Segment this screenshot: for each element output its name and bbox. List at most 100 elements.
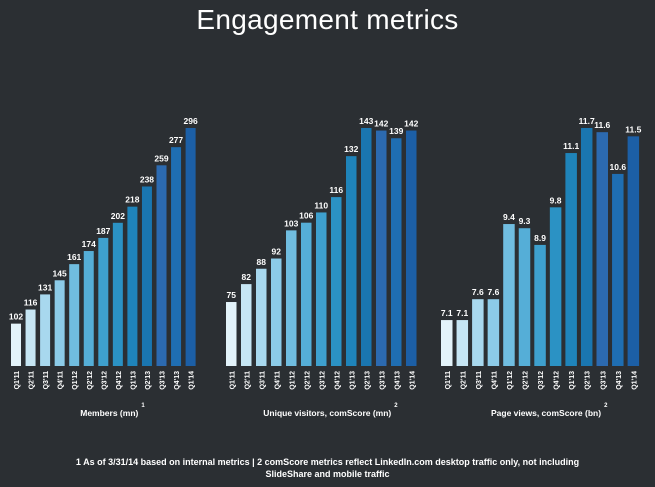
value-label-1-9: 218 <box>125 195 139 205</box>
bar-2-11 <box>376 130 387 366</box>
value-label-1-10: 238 <box>140 174 154 184</box>
tick-label-1-2: Q2'11 <box>29 371 36 390</box>
bar-1-7 <box>98 237 109 366</box>
footnote-ref-1: 1 <box>141 403 145 409</box>
tick-label-3-8: Q4'12 <box>554 371 561 390</box>
value-label-3-6: 9.3 <box>519 216 531 226</box>
tick-label-2-3: Q3'11 <box>259 371 266 390</box>
value-label-1-7: 187 <box>96 226 110 236</box>
footnote-ref-2: 2 <box>394 403 398 409</box>
tick-label-1-5: Q1'12 <box>72 371 79 390</box>
bar-1-13 <box>185 128 196 366</box>
bar-3-8 <box>549 207 562 366</box>
bar-3-2 <box>456 320 469 366</box>
tick-label-2-6: Q2'12 <box>304 371 311 390</box>
bar-2-12 <box>391 138 402 366</box>
tick-label-2-1: Q1'11 <box>229 371 236 390</box>
bar-3-3 <box>472 299 484 366</box>
value-label-2-12: 139 <box>389 126 403 136</box>
tick-label-2-2: Q2'11 <box>244 371 251 390</box>
value-label-1-3: 131 <box>38 282 52 292</box>
bar-1-5 <box>69 264 80 366</box>
value-label-3-8: 9.8 <box>550 195 562 205</box>
tick-label-3-9: Q1'13 <box>569 371 576 390</box>
tick-label-2-12: Q4'13 <box>394 371 401 390</box>
value-label-2-9: 132 <box>344 144 358 154</box>
bar-3-4 <box>487 299 500 366</box>
value-label-3-3: 7.6 <box>472 287 484 297</box>
footnote-line-2: SlideShare and mobile traffic <box>265 469 390 479</box>
tick-label-1-10: Q2'13 <box>145 371 152 390</box>
tick-label-3-11: Q3'13 <box>600 371 607 390</box>
tick-label-1-3: Q3'11 <box>43 371 50 390</box>
bar-2-2 <box>241 284 252 366</box>
bar-2-5 <box>286 230 297 366</box>
tick-label-1-9: Q1'13 <box>130 371 137 390</box>
value-label-1-12: 277 <box>169 135 183 145</box>
tick-label-3-5: Q1'12 <box>507 371 514 390</box>
bar-2-9 <box>346 156 357 366</box>
bar-1-4 <box>54 280 65 366</box>
tick-label-2-8: Q4'12 <box>334 371 341 390</box>
tick-label-3-2: Q2'11 <box>460 371 467 390</box>
tick-label-1-4: Q4'11 <box>58 371 65 390</box>
tick-label-1-1: Q1'11 <box>14 371 21 390</box>
tick-label-1-7: Q3'12 <box>101 371 108 390</box>
footnote-ref-3: 2 <box>604 403 608 409</box>
bar-3-5 <box>503 224 515 366</box>
value-label-1-13: 296 <box>184 116 198 126</box>
value-label-1-6: 174 <box>82 239 96 249</box>
value-label-2-2: 82 <box>242 272 252 282</box>
tick-label-3-13: Q1'14 <box>631 371 638 390</box>
bar-3-9 <box>565 153 577 366</box>
tick-label-1-13: Q1'14 <box>189 371 196 390</box>
value-label-1-5: 161 <box>67 252 81 262</box>
tick-label-3-1: Q1'11 <box>445 371 452 390</box>
value-label-1-8: 202 <box>111 211 125 221</box>
value-label-3-2: 7.1 <box>456 308 468 318</box>
value-label-3-13: 11.5 <box>625 124 641 134</box>
tick-label-2-13: Q1'14 <box>409 371 416 390</box>
value-label-2-5: 103 <box>284 218 298 228</box>
tick-label-2-9: Q1'13 <box>349 371 356 390</box>
bar-2-6 <box>301 222 312 366</box>
bar-2-1 <box>226 302 237 366</box>
value-label-1-2: 116 <box>24 298 38 308</box>
value-label-3-1: 7.1 <box>441 308 453 318</box>
value-label-1-1: 102 <box>9 312 23 322</box>
value-label-2-10: 143 <box>359 116 373 126</box>
footnote-line-1: 1 As of 3/31/14 based on internal metric… <box>75 457 580 467</box>
tick-label-3-10: Q2'13 <box>585 371 592 390</box>
bar-3-11 <box>596 132 608 366</box>
bar-2-3 <box>256 268 267 366</box>
bar-1-2 <box>25 309 36 366</box>
value-label-2-13: 142 <box>404 119 418 129</box>
value-label-2-8: 116 <box>329 185 343 195</box>
tick-label-1-6: Q2'12 <box>87 371 94 390</box>
value-label-2-6: 106 <box>299 211 313 221</box>
tick-label-1-8: Q4'12 <box>116 371 123 390</box>
x-axis-label-1: Members (mn) <box>80 408 138 418</box>
bar-1-3 <box>40 294 51 366</box>
value-label-2-7: 110 <box>314 200 328 210</box>
bar-3-1 <box>441 320 453 366</box>
bar-1-9 <box>127 206 138 366</box>
tick-label-3-6: Q2'12 <box>523 371 530 390</box>
bar-1-8 <box>112 222 123 366</box>
value-label-2-3: 88 <box>257 257 267 267</box>
bar-2-8 <box>331 197 342 366</box>
tick-label-3-12: Q4'13 <box>616 371 623 390</box>
value-label-2-11: 142 <box>374 119 388 129</box>
bar-1-1 <box>11 323 21 366</box>
tick-label-3-7: Q3'12 <box>538 371 545 390</box>
value-label-3-10: 11.7 <box>579 116 595 126</box>
bar-1-12 <box>171 147 182 366</box>
tick-label-3-4: Q4'11 <box>491 371 498 390</box>
value-label-2-1: 75 <box>227 290 237 300</box>
tick-label-1-11: Q3'13 <box>160 371 167 390</box>
tick-label-2-4: Q4'11 <box>274 371 281 390</box>
bar-3-6 <box>518 228 531 366</box>
page-title: Engagement metrics <box>196 4 459 35</box>
tick-label-2-11: Q3'13 <box>379 371 386 390</box>
